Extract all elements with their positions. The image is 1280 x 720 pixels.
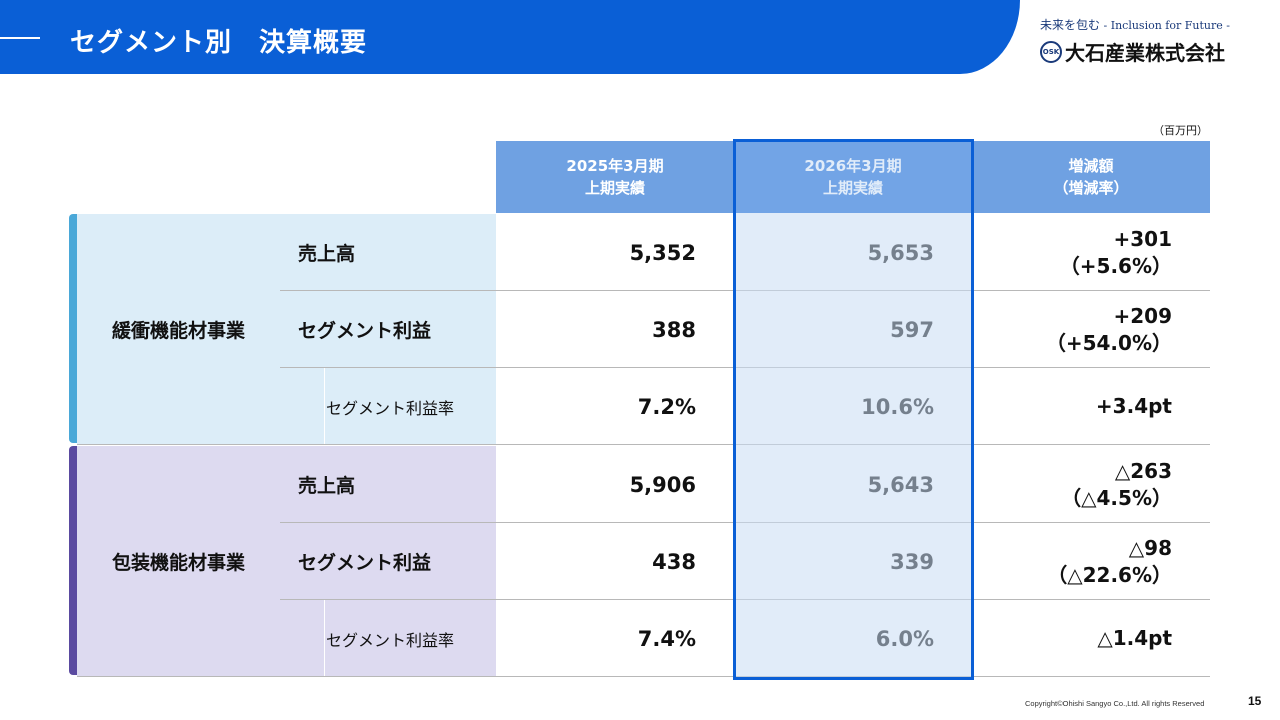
value-change: +3.4pt [972,368,1210,445]
column-header-text: 2025年3月期 [566,157,664,175]
row-label: セグメント利益率 [326,630,455,650]
value-curr: 6.0% [875,626,934,651]
company-name: 大石産業株式会社 [1065,41,1225,65]
change-amount: +3.4pt [1095,394,1172,418]
change-amount: △1.4pt [1097,626,1172,650]
value-prev: 5,352 [629,240,696,265]
unit-label: （百万円） [1153,125,1208,137]
column-header-text: 上期実績 [584,179,645,197]
company-logo: 未来を包む - Inclusion for Future - OSK 大石産業株式… [1040,16,1230,66]
value-prev: 7.4% [637,626,696,651]
segment-name: 緩衝機能材事業 [77,214,280,445]
value-change: +301 （+5.6%） [972,214,1210,291]
banner-dash [0,37,40,39]
change-amount: △98 [1128,535,1172,560]
row-label: セグメント利益率 [326,398,455,418]
divider [324,368,325,445]
value-curr: 597 [890,317,934,342]
segment-name: 包装機能材事業 [77,446,280,677]
value-change: △263 （△4.5%） [972,446,1210,523]
page-number: 15 [1248,694,1262,708]
row-label-bg [280,600,496,677]
value-curr: 5,653 [867,240,934,265]
change-amount: +209 [1113,303,1172,328]
row-label: セグメント利益 [298,320,432,342]
value-prev: 7.2% [637,394,696,419]
page-title: セグメント別 決算概要 [70,28,368,58]
row-label-bg [280,291,496,368]
change-rate: （△22.6%） [1047,562,1172,587]
change-rate: （+5.6%） [1059,253,1172,278]
tagline-en: - Inclusion for Future - [1100,19,1230,32]
row-label-bg [280,523,496,600]
row-label-bg [280,368,496,445]
segment-accent-bar [69,214,77,443]
value-prev: 5,906 [629,472,696,497]
tagline: 未来を包む - Inclusion for Future - [1040,16,1230,33]
value-change: △1.4pt [972,600,1210,677]
row-divider [77,444,1210,445]
row-label: 売上高 [298,475,356,497]
tagline-ja: 未来を包む [1040,18,1101,32]
value-change: +209 （+54.0%） [972,291,1210,368]
change-rate: （△4.5%） [1061,485,1172,510]
value-curr: 5,643 [867,472,934,497]
column-header-text: 2026年3月期 [804,157,902,175]
column-header: 2026年3月期 上期実績 [734,141,972,213]
column-header-text: （増減率） [1053,179,1129,197]
value-prev: 438 [652,549,696,574]
row-label: 売上高 [298,243,356,265]
column-header: 2025年3月期 上期実績 [496,141,734,213]
copyright: Copyright©Ohishi Sangyo Co.,Ltd. All rig… [1025,699,1205,708]
row-label-bg [280,446,496,523]
column-header-text: 上期実績 [822,179,883,197]
value-curr: 339 [890,549,934,574]
column-header: 増減額 （増減率） [972,141,1210,213]
value-curr: 10.6% [861,394,934,419]
company-seal-icon: OSK [1040,40,1062,63]
title-banner: セグメント別 決算概要 [0,0,1020,74]
row-label: セグメント利益 [298,552,432,574]
column-header-text: 増減額 [1068,157,1114,175]
row-divider [77,676,1210,677]
change-amount: △263 [1114,458,1172,483]
value-change: △98 （△22.6%） [972,523,1210,600]
divider [324,600,325,677]
value-prev: 388 [652,317,696,342]
segment-accent-bar [69,446,77,675]
change-rate: （+54.0%） [1045,330,1172,355]
change-amount: +301 [1113,226,1172,251]
row-label-bg [280,214,496,291]
